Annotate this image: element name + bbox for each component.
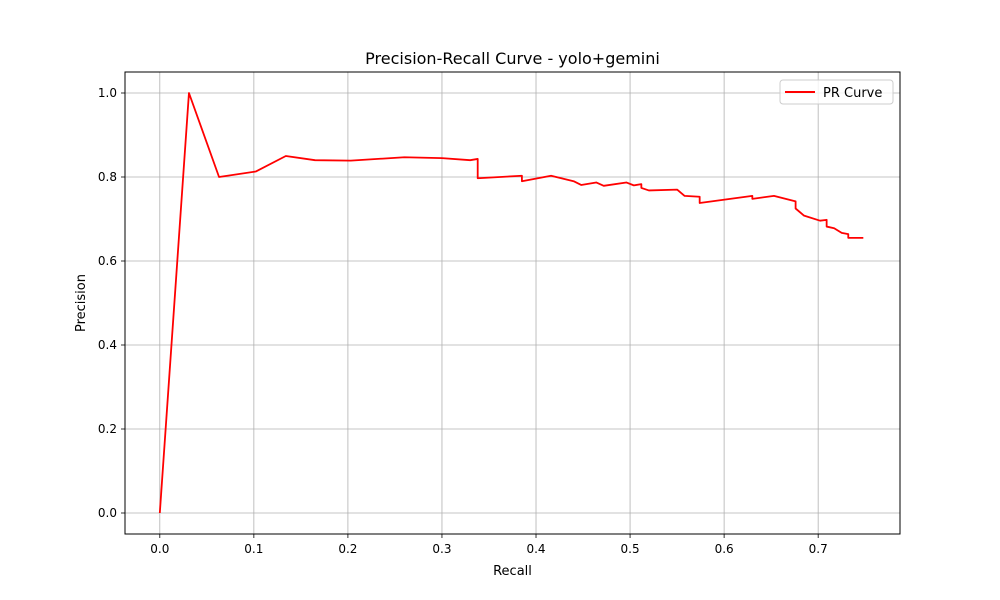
- axis-ticks: 0.0 0.1 0.2 0.3 0.4 0.5 0.6 0.7 0.0 0.2 0.4 0.6 0.8 1…: [98, 86, 828, 556]
- x-axis-title: Recall: [493, 564, 532, 579]
- y-tick-label: 0.4: [98, 338, 117, 352]
- x-tick-label: 0.6: [715, 542, 734, 556]
- legend-label: PR Curve: [823, 86, 882, 101]
- chart-title: Precision-Recall Curve - yolo+gemini: [365, 49, 660, 68]
- y-axis-title: Precision: [74, 274, 89, 332]
- x-tick-label: 0.0: [150, 542, 169, 556]
- y-tick-label: 0.0: [98, 506, 117, 520]
- x-tick-label: 0.4: [526, 542, 545, 556]
- x-tick-label: 0.1: [244, 542, 263, 556]
- x-tick-label: 0.7: [809, 542, 828, 556]
- y-tick-label: 0.8: [98, 170, 117, 184]
- series-layer: [158, 92, 864, 514]
- y-tick-label: 0.6: [98, 254, 117, 268]
- grid-lines: [125, 72, 900, 534]
- plot-frame: [124, 71, 901, 535]
- y-tick-label: 0.2: [98, 422, 117, 436]
- pr-curve-line: [158, 92, 864, 514]
- x-tick-label: 0.2: [338, 542, 357, 556]
- legend-box: [779, 79, 894, 105]
- y-tick-label: 1.0: [98, 86, 117, 100]
- x-tick-label: 0.5: [621, 542, 640, 556]
- x-tick-label: 0.3: [432, 542, 451, 556]
- legend: PR Curve: [779, 79, 894, 105]
